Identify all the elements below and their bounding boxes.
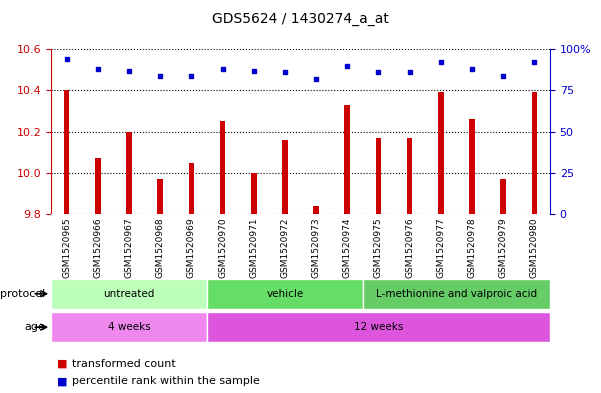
Bar: [51, 312, 207, 342]
Bar: [469, 119, 475, 214]
Text: GSM1520968: GSM1520968: [156, 217, 165, 278]
Text: GSM1520976: GSM1520976: [405, 217, 414, 278]
Bar: [189, 163, 194, 214]
Bar: [207, 279, 363, 309]
Bar: [313, 206, 319, 214]
Bar: [407, 138, 412, 214]
Text: percentile rank within the sample: percentile rank within the sample: [72, 376, 260, 386]
Bar: [501, 179, 506, 214]
Text: GSM1520974: GSM1520974: [343, 217, 352, 278]
Text: 12 weeks: 12 weeks: [354, 322, 403, 332]
Bar: [251, 173, 257, 214]
Text: GSM1520970: GSM1520970: [218, 217, 227, 278]
Bar: [282, 140, 288, 214]
Text: 4 weeks: 4 weeks: [108, 322, 150, 332]
Bar: [438, 92, 444, 214]
Text: GDS5624 / 1430274_a_at: GDS5624 / 1430274_a_at: [212, 12, 389, 26]
Text: GSM1520980: GSM1520980: [530, 217, 539, 278]
Bar: [376, 138, 381, 214]
Text: ■: ■: [57, 376, 67, 386]
Text: GSM1520971: GSM1520971: [249, 217, 258, 278]
Bar: [64, 90, 70, 214]
Text: GSM1520978: GSM1520978: [468, 217, 477, 278]
Text: GSM1520966: GSM1520966: [93, 217, 102, 278]
Text: GSM1520973: GSM1520973: [311, 217, 320, 278]
Text: protocol: protocol: [0, 289, 45, 299]
Bar: [344, 105, 350, 214]
Bar: [207, 312, 550, 342]
Text: GSM1520967: GSM1520967: [124, 217, 133, 278]
Text: ■: ■: [57, 358, 67, 369]
Text: L-methionine and valproic acid: L-methionine and valproic acid: [376, 289, 537, 299]
Bar: [95, 158, 100, 214]
Bar: [363, 279, 550, 309]
Bar: [531, 92, 537, 214]
Text: GSM1520972: GSM1520972: [281, 217, 290, 278]
Bar: [51, 279, 207, 309]
Bar: [157, 179, 163, 214]
Text: GSM1520977: GSM1520977: [436, 217, 445, 278]
Text: GSM1520965: GSM1520965: [62, 217, 71, 278]
Text: transformed count: transformed count: [72, 358, 176, 369]
Bar: [220, 121, 225, 214]
Text: GSM1520975: GSM1520975: [374, 217, 383, 278]
Text: vehicle: vehicle: [266, 289, 304, 299]
Text: GSM1520979: GSM1520979: [499, 217, 508, 278]
Text: untreated: untreated: [103, 289, 154, 299]
Bar: [126, 132, 132, 214]
Text: GSM1520969: GSM1520969: [187, 217, 196, 278]
Text: age: age: [24, 322, 45, 332]
